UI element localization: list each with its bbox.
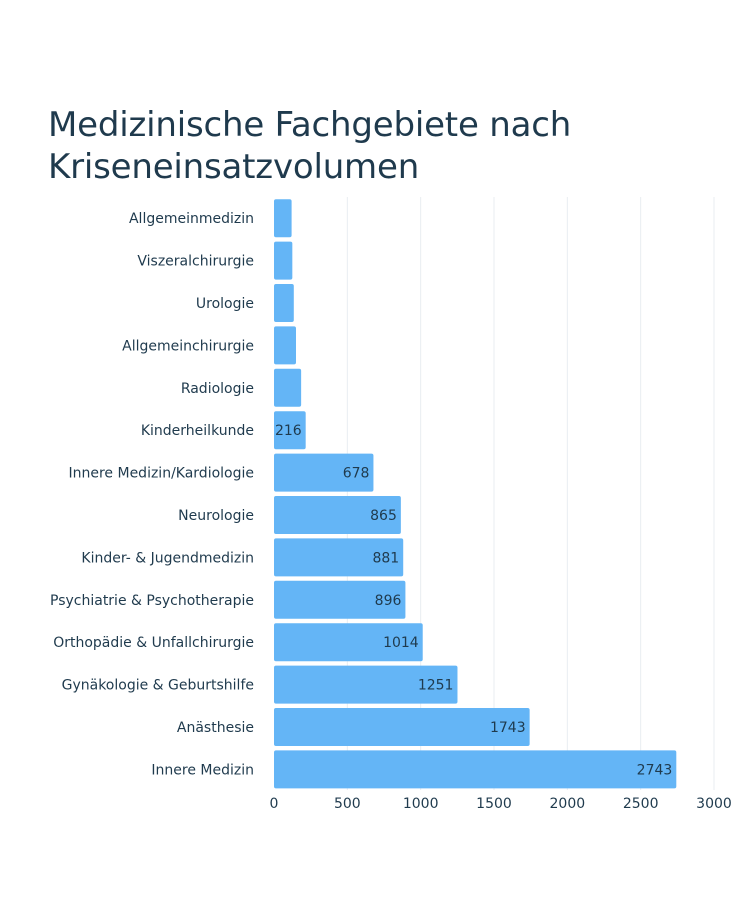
category-label: Orthopädie & Unfallchirurgie bbox=[53, 635, 254, 651]
chart-title: Medizinische Fachgebiete nach Kriseneins… bbox=[48, 105, 572, 187]
category-label: Allgemeinchirurgie bbox=[122, 338, 254, 354]
category-label: Radiologie bbox=[181, 381, 254, 397]
data-label: 896 bbox=[375, 593, 402, 609]
bar-7 bbox=[274, 453, 374, 492]
bar-9 bbox=[274, 538, 404, 577]
bar-4 bbox=[274, 326, 296, 365]
data-label: 865 bbox=[370, 508, 397, 524]
bar-8 bbox=[274, 496, 401, 534]
bar-13 bbox=[274, 708, 530, 746]
x-tick-label: 1500 bbox=[476, 796, 512, 812]
x-tick-label: 0 bbox=[270, 796, 279, 812]
data-label: 1743 bbox=[490, 720, 526, 736]
x-tick-label: 2000 bbox=[550, 796, 586, 812]
x-tick-label: 500 bbox=[334, 796, 361, 812]
data-label: 2743 bbox=[637, 762, 673, 778]
category-label: Anästhesie bbox=[177, 720, 254, 736]
bar-3 bbox=[274, 284, 294, 322]
category-label: Neurologie bbox=[178, 508, 254, 524]
bar-10 bbox=[274, 580, 406, 619]
category-label: Gynäkologie & Geburtshilfe bbox=[62, 678, 254, 694]
category-label: Psychiatrie & Psychotherapie bbox=[50, 593, 254, 609]
bar-6 bbox=[274, 411, 306, 450]
data-label: 881 bbox=[372, 550, 399, 566]
category-label: Allgemeinmedizin bbox=[129, 211, 254, 227]
bar-14 bbox=[274, 750, 677, 789]
category-label: Urologie bbox=[196, 296, 254, 312]
category-label: Kinder- & Jugendmedizin bbox=[81, 550, 254, 566]
x-tick-label: 2500 bbox=[623, 796, 659, 812]
bar-2 bbox=[274, 241, 293, 280]
category-label: Kinderheilkunde bbox=[141, 423, 254, 439]
bar-5 bbox=[274, 368, 302, 407]
bar-1 bbox=[274, 199, 292, 238]
x-tick-label: 1000 bbox=[403, 796, 439, 812]
category-label: Innere Medizin bbox=[151, 762, 254, 778]
data-label: 1014 bbox=[383, 635, 419, 651]
data-label: 1251 bbox=[418, 678, 454, 694]
category-label: Innere Medizin/Kardiologie bbox=[68, 466, 254, 482]
x-tick-label: 3000 bbox=[696, 796, 732, 812]
category-label: Viszeralchirurgie bbox=[137, 254, 254, 270]
data-label: 678 bbox=[343, 466, 370, 482]
bar-12 bbox=[274, 665, 458, 704]
bar-11 bbox=[274, 623, 423, 662]
data-label: 216 bbox=[275, 423, 302, 439]
